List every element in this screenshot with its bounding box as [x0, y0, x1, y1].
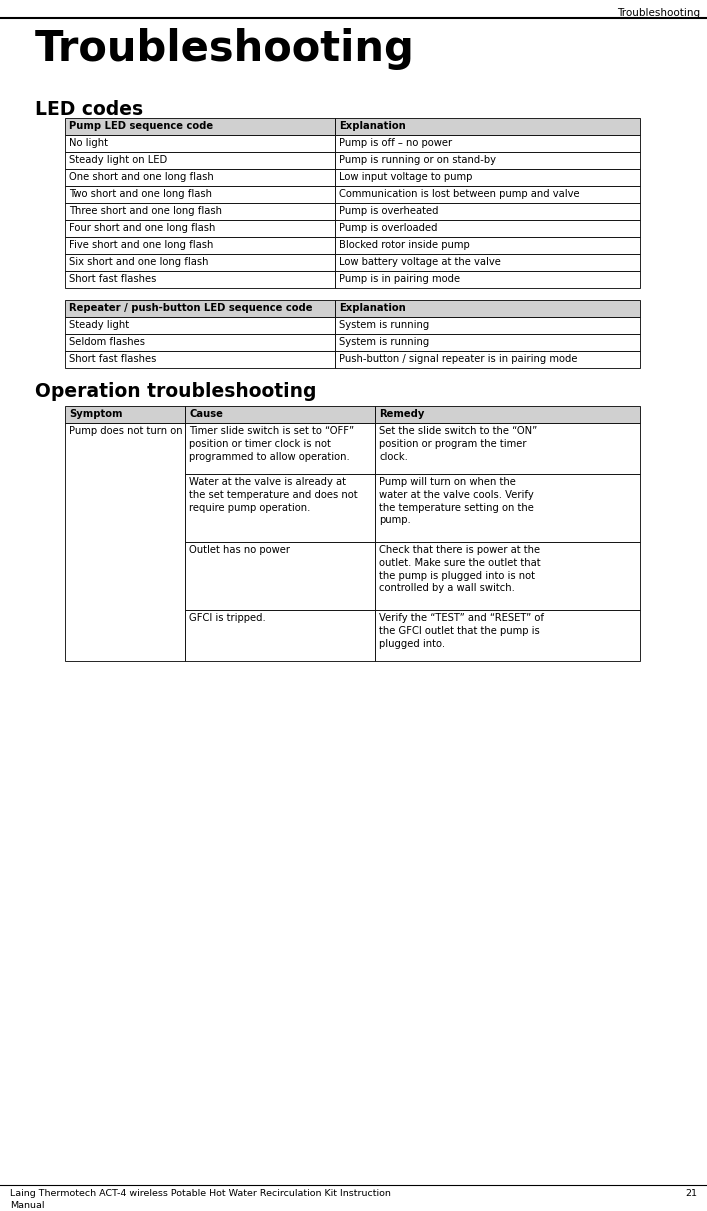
Bar: [65, 117, 335, 134]
Text: System is running: System is running: [339, 337, 429, 348]
Bar: [375, 423, 640, 474]
Text: Set the slide switch to the “ON”
position or program the timer
clock.: Set the slide switch to the “ON” positio…: [379, 426, 537, 461]
Text: Seldom flashes: Seldom flashes: [69, 337, 145, 348]
Text: Pump LED sequence code: Pump LED sequence code: [69, 121, 213, 131]
Text: Push-button / signal repeater is in pairing mode: Push-button / signal repeater is in pair…: [339, 354, 578, 365]
Bar: [65, 153, 335, 170]
Text: GFCI is tripped.: GFCI is tripped.: [189, 613, 266, 622]
Bar: [65, 220, 335, 237]
Text: Steady light on LED: Steady light on LED: [69, 155, 168, 165]
Bar: [375, 610, 640, 661]
Bar: [65, 254, 335, 271]
Bar: [335, 134, 640, 153]
Text: Verify the “TEST” and “RESET” of
the GFCI outlet that the pump is
plugged into.: Verify the “TEST” and “RESET” of the GFC…: [379, 613, 544, 649]
Bar: [65, 170, 335, 186]
Text: No light: No light: [69, 138, 108, 148]
Bar: [185, 406, 375, 423]
Bar: [65, 237, 335, 254]
Bar: [335, 351, 640, 368]
Text: Pump does not turn on: Pump does not turn on: [69, 426, 182, 436]
Bar: [335, 271, 640, 288]
Bar: [65, 423, 185, 661]
Bar: [65, 351, 335, 368]
Text: Explanation: Explanation: [339, 303, 406, 312]
Text: Pump will turn on when the
water at the valve cools. Verify
the temperature sett: Pump will turn on when the water at the …: [379, 477, 534, 526]
Text: Outlet has no power: Outlet has no power: [189, 545, 290, 555]
Bar: [375, 474, 640, 543]
Text: Cause: Cause: [189, 409, 223, 419]
Bar: [65, 134, 335, 153]
Bar: [335, 237, 640, 254]
Bar: [335, 203, 640, 220]
Text: Short fast flashes: Short fast flashes: [69, 274, 156, 285]
Text: Short fast flashes: Short fast flashes: [69, 354, 156, 365]
Text: Troubleshooting: Troubleshooting: [35, 28, 415, 70]
Text: Pump is overheated: Pump is overheated: [339, 206, 438, 216]
Bar: [335, 170, 640, 186]
Bar: [375, 406, 640, 423]
Bar: [65, 300, 335, 317]
Text: Operation troubleshooting: Operation troubleshooting: [35, 381, 317, 401]
Bar: [335, 254, 640, 271]
Bar: [185, 423, 375, 474]
Bar: [65, 317, 335, 334]
Text: Low input voltage to pump: Low input voltage to pump: [339, 172, 472, 182]
Text: Four short and one long flash: Four short and one long flash: [69, 223, 216, 233]
Text: LED codes: LED codes: [35, 101, 143, 119]
Text: Check that there is power at the
outlet. Make sure the outlet that
the pump is p: Check that there is power at the outlet.…: [379, 545, 541, 593]
Bar: [335, 300, 640, 317]
Bar: [185, 474, 375, 543]
Text: Steady light: Steady light: [69, 320, 129, 331]
Bar: [335, 186, 640, 203]
Text: Pump is off – no power: Pump is off – no power: [339, 138, 452, 148]
Text: Five short and one long flash: Five short and one long flash: [69, 240, 214, 249]
Text: Water at the valve is already at
the set temperature and does not
require pump o: Water at the valve is already at the set…: [189, 477, 358, 512]
Text: Laing Thermotech ACT-4 wireless Potable Hot Water Recirculation Kit Instruction
: Laing Thermotech ACT-4 wireless Potable …: [10, 1189, 391, 1210]
Text: Timer slide switch is set to “OFF”
position or timer clock is not
programmed to : Timer slide switch is set to “OFF” posit…: [189, 426, 354, 461]
Text: Pump is in pairing mode: Pump is in pairing mode: [339, 274, 460, 285]
Bar: [65, 406, 185, 423]
Bar: [375, 543, 640, 610]
Bar: [335, 334, 640, 351]
Text: Six short and one long flash: Six short and one long flash: [69, 257, 209, 266]
Text: Pump is running or on stand-by: Pump is running or on stand-by: [339, 155, 496, 165]
Bar: [335, 117, 640, 134]
Bar: [65, 334, 335, 351]
Bar: [65, 271, 335, 288]
Text: 21: 21: [685, 1189, 697, 1198]
Text: Communication is lost between pump and valve: Communication is lost between pump and v…: [339, 189, 580, 199]
Text: One short and one long flash: One short and one long flash: [69, 172, 214, 182]
Text: Remedy: Remedy: [379, 409, 424, 419]
Bar: [335, 220, 640, 237]
Text: Repeater / push-button LED sequence code: Repeater / push-button LED sequence code: [69, 303, 312, 312]
Text: Three short and one long flash: Three short and one long flash: [69, 206, 222, 216]
Bar: [185, 543, 375, 610]
Bar: [335, 153, 640, 170]
Text: Symptom: Symptom: [69, 409, 122, 419]
Text: Low battery voltage at the valve: Low battery voltage at the valve: [339, 257, 501, 266]
Text: Two short and one long flash: Two short and one long flash: [69, 189, 212, 199]
Text: Troubleshooting: Troubleshooting: [617, 8, 700, 18]
Text: Pump is overloaded: Pump is overloaded: [339, 223, 438, 233]
Text: Blocked rotor inside pump: Blocked rotor inside pump: [339, 240, 469, 249]
Text: Explanation: Explanation: [339, 121, 406, 131]
Bar: [65, 186, 335, 203]
Bar: [65, 203, 335, 220]
Bar: [185, 610, 375, 661]
Bar: [335, 317, 640, 334]
Text: System is running: System is running: [339, 320, 429, 331]
